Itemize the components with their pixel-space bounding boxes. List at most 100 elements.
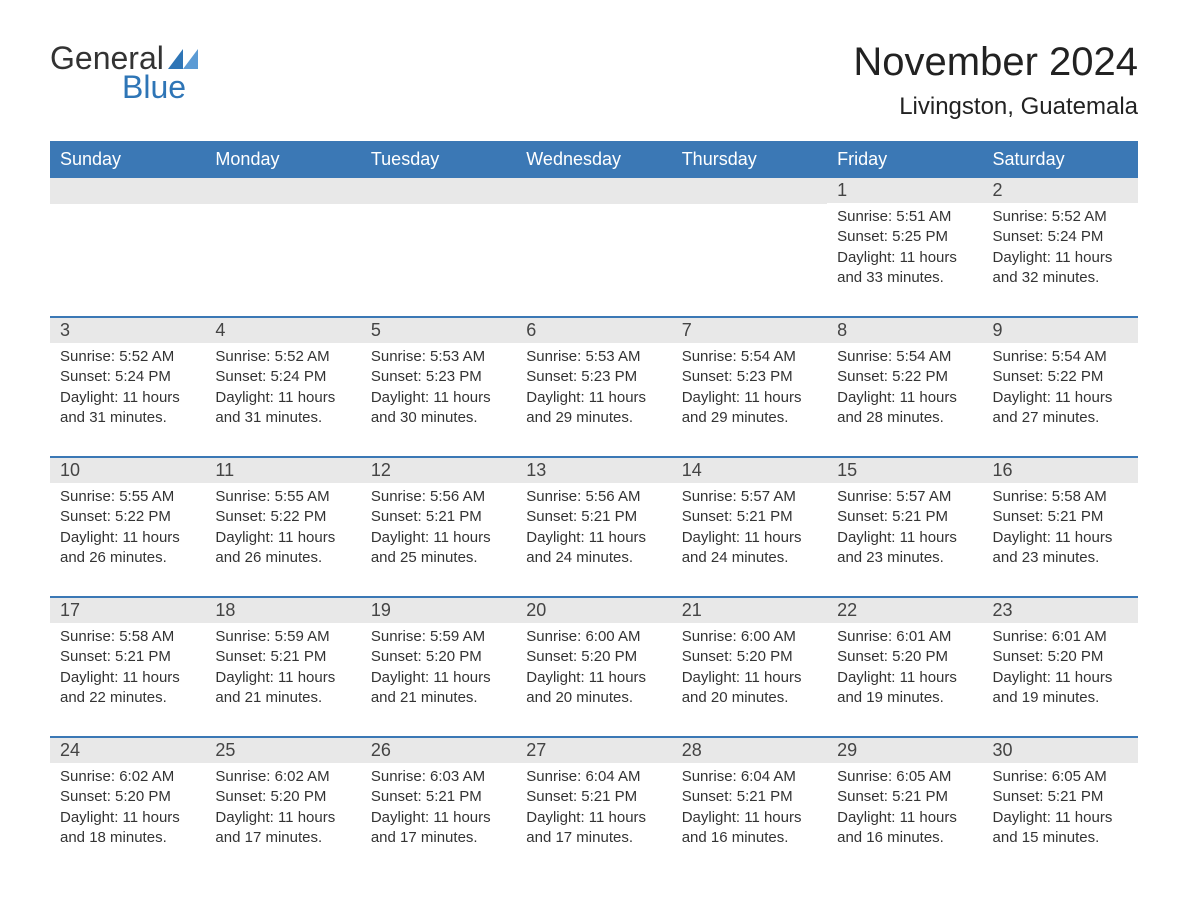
day-number: 26 [361,738,516,763]
sunset-line: Sunset: 5:24 PM [215,367,350,387]
weekday-header: Friday [827,141,982,178]
day-details: Sunrise: 6:04 AMSunset: 5:21 PMDaylight:… [516,763,671,876]
day-details: Sunrise: 6:00 AMSunset: 5:20 PMDaylight:… [516,623,671,736]
day-number: 10 [50,458,205,483]
sunset-line: Sunset: 5:20 PM [837,647,972,667]
day-number: 9 [983,318,1138,343]
day-cell: 15Sunrise: 5:57 AMSunset: 5:21 PMDayligh… [827,457,982,597]
day-number: 1 [827,178,982,203]
day-number: 20 [516,598,671,623]
day-number: 30 [983,738,1138,763]
day-cell [50,178,205,317]
sunrise-line: Sunrise: 5:58 AM [60,627,195,647]
sunrise-line: Sunrise: 5:52 AM [215,347,350,367]
day-number: 21 [672,598,827,623]
sunrise-line: Sunrise: 6:05 AM [993,767,1128,787]
day-number: 27 [516,738,671,763]
day-cell [361,178,516,317]
day-cell: 29Sunrise: 6:05 AMSunset: 5:21 PMDayligh… [827,737,982,876]
daylight-line: Daylight: 11 hours and 29 minutes. [526,388,661,429]
daylight-line: Daylight: 11 hours and 21 minutes. [371,668,506,709]
sunset-line: Sunset: 5:21 PM [993,507,1128,527]
day-cell: 26Sunrise: 6:03 AMSunset: 5:21 PMDayligh… [361,737,516,876]
sunset-line: Sunset: 5:23 PM [682,367,817,387]
daylight-line: Daylight: 11 hours and 20 minutes. [682,668,817,709]
day-cell: 7Sunrise: 5:54 AMSunset: 5:23 PMDaylight… [672,317,827,457]
sunrise-line: Sunrise: 5:57 AM [682,487,817,507]
daylight-line: Daylight: 11 hours and 23 minutes. [993,528,1128,569]
day-number: 4 [205,318,360,343]
sunset-line: Sunset: 5:21 PM [371,507,506,527]
sunrise-line: Sunrise: 6:02 AM [215,767,350,787]
day-details: Sunrise: 5:52 AMSunset: 5:24 PMDaylight:… [983,203,1138,316]
sunrise-line: Sunrise: 5:54 AM [682,347,817,367]
day-number: 24 [50,738,205,763]
day-cell: 17Sunrise: 5:58 AMSunset: 5:21 PMDayligh… [50,597,205,737]
sunset-line: Sunset: 5:22 PM [60,507,195,527]
sunrise-line: Sunrise: 6:01 AM [837,627,972,647]
sunset-line: Sunset: 5:20 PM [215,787,350,807]
sunrise-line: Sunrise: 6:04 AM [526,767,661,787]
calendar-table: Sunday Monday Tuesday Wednesday Thursday… [50,141,1138,876]
daylight-line: Daylight: 11 hours and 28 minutes. [837,388,972,429]
sunset-line: Sunset: 5:23 PM [526,367,661,387]
day-cell: 9Sunrise: 5:54 AMSunset: 5:22 PMDaylight… [983,317,1138,457]
logo: General Blue [50,40,198,106]
daylight-line: Daylight: 11 hours and 23 minutes. [837,528,972,569]
daylight-line: Daylight: 11 hours and 24 minutes. [526,528,661,569]
day-cell: 1Sunrise: 5:51 AMSunset: 5:25 PMDaylight… [827,178,982,317]
day-number: 29 [827,738,982,763]
day-details: Sunrise: 5:55 AMSunset: 5:22 PMDaylight:… [205,483,360,596]
day-cell: 10Sunrise: 5:55 AMSunset: 5:22 PMDayligh… [50,457,205,597]
day-cell: 13Sunrise: 5:56 AMSunset: 5:21 PMDayligh… [516,457,671,597]
day-details: Sunrise: 6:01 AMSunset: 5:20 PMDaylight:… [827,623,982,736]
day-cell: 22Sunrise: 6:01 AMSunset: 5:20 PMDayligh… [827,597,982,737]
sunrise-line: Sunrise: 5:53 AM [526,347,661,367]
day-number: 15 [827,458,982,483]
daylight-line: Daylight: 11 hours and 24 minutes. [682,528,817,569]
daylight-line: Daylight: 11 hours and 25 minutes. [371,528,506,569]
day-number: 13 [516,458,671,483]
week-row: 1Sunrise: 5:51 AMSunset: 5:25 PMDaylight… [50,178,1138,317]
day-number: 6 [516,318,671,343]
day-details: Sunrise: 5:58 AMSunset: 5:21 PMDaylight:… [983,483,1138,596]
daylight-line: Daylight: 11 hours and 18 minutes. [60,808,195,849]
weekday-header: Monday [205,141,360,178]
daylight-line: Daylight: 11 hours and 16 minutes. [837,808,972,849]
calendar-body: 1Sunrise: 5:51 AMSunset: 5:25 PMDaylight… [50,178,1138,876]
day-cell: 2Sunrise: 5:52 AMSunset: 5:24 PMDaylight… [983,178,1138,317]
sunset-line: Sunset: 5:24 PM [60,367,195,387]
day-details: Sunrise: 5:52 AMSunset: 5:24 PMDaylight:… [50,343,205,456]
daylight-line: Daylight: 11 hours and 19 minutes. [993,668,1128,709]
sunrise-line: Sunrise: 5:58 AM [993,487,1128,507]
daylight-line: Daylight: 11 hours and 26 minutes. [215,528,350,569]
sunset-line: Sunset: 5:21 PM [993,787,1128,807]
sunrise-line: Sunrise: 6:02 AM [60,767,195,787]
day-cell: 25Sunrise: 6:02 AMSunset: 5:20 PMDayligh… [205,737,360,876]
weekday-header: Thursday [672,141,827,178]
sunrise-line: Sunrise: 5:55 AM [215,487,350,507]
sunset-line: Sunset: 5:21 PM [526,507,661,527]
sunset-line: Sunset: 5:21 PM [371,787,506,807]
day-number: 8 [827,318,982,343]
sunrise-line: Sunrise: 5:59 AM [371,627,506,647]
sunset-line: Sunset: 5:21 PM [682,787,817,807]
day-details: Sunrise: 5:52 AMSunset: 5:24 PMDaylight:… [205,343,360,456]
week-row: 24Sunrise: 6:02 AMSunset: 5:20 PMDayligh… [50,737,1138,876]
page-header: General Blue November 2024 Livingston, G… [50,40,1138,121]
empty-day-number [50,178,205,204]
sunrise-line: Sunrise: 5:52 AM [993,207,1128,227]
day-cell: 20Sunrise: 6:00 AMSunset: 5:20 PMDayligh… [516,597,671,737]
sunrise-line: Sunrise: 6:00 AM [682,627,817,647]
day-details: Sunrise: 5:53 AMSunset: 5:23 PMDaylight:… [516,343,671,456]
day-number: 12 [361,458,516,483]
sunrise-line: Sunrise: 5:56 AM [371,487,506,507]
day-number: 22 [827,598,982,623]
logo-triangle-icon [168,49,198,69]
sunset-line: Sunset: 5:20 PM [526,647,661,667]
day-details: Sunrise: 6:05 AMSunset: 5:21 PMDaylight:… [983,763,1138,876]
day-details: Sunrise: 5:56 AMSunset: 5:21 PMDaylight:… [516,483,671,596]
empty-day-number [205,178,360,204]
day-cell: 30Sunrise: 6:05 AMSunset: 5:21 PMDayligh… [983,737,1138,876]
day-details: Sunrise: 5:53 AMSunset: 5:23 PMDaylight:… [361,343,516,456]
